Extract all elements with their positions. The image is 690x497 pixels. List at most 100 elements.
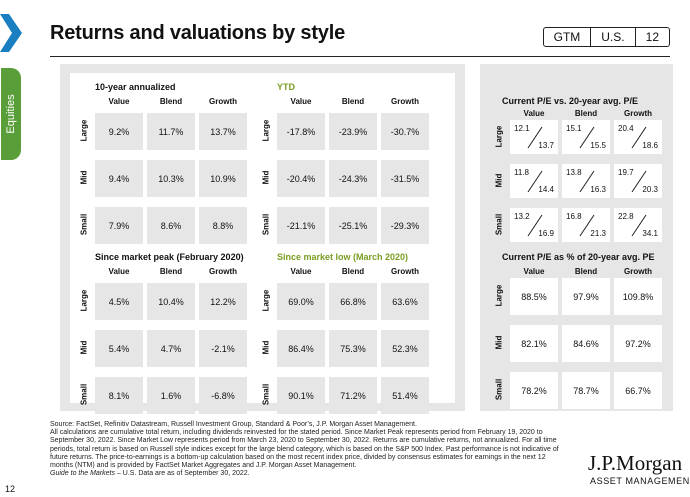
diagonal-divider-icon (631, 214, 647, 237)
row-label-small: Small (261, 213, 271, 236)
diagonal-divider-icon (527, 126, 543, 149)
pe-pct-cell-large-blend: 97.9% (562, 278, 610, 315)
column-header-value: Value (108, 97, 130, 106)
column-header-value: Value (523, 267, 545, 276)
pe-current: 19.7 (618, 168, 634, 177)
pe-pct-cell-small-blend: 78.7% (562, 372, 610, 409)
return-cell-peak-large-blend: 10.4% (147, 283, 195, 320)
footnote: Source: FactSet, Refinitiv Datastream, R… (50, 421, 562, 478)
row-label-small: Small (79, 383, 89, 406)
column-header-value: Value (290, 97, 312, 106)
section-tab-equities[interactable]: Equities (1, 68, 21, 160)
footnote-asof: Guide to the Markets – U.S. Data are as … (50, 470, 562, 478)
pe-20yr-avg: 20.3 (642, 185, 658, 194)
chevron-right-icon (0, 14, 22, 52)
pe-cell-large-value: 12.1 13.7 (510, 120, 558, 154)
header-badges: GTM U.S. 12 (542, 27, 670, 47)
pe-cell-large-blend: 15.1 15.5 (562, 120, 610, 154)
return-cell-peak-mid-value: 5.4% (95, 330, 143, 367)
pe-20yr-avg: 14.4 (538, 185, 554, 194)
return-cell-annual10-small-value: 7.9% (95, 207, 143, 244)
row-label-mid: Mid (261, 340, 271, 355)
footnote-guide: Guide to the Markets (50, 470, 115, 478)
return-cell-low-small-growth: 51.4% (381, 377, 429, 414)
pe-pct-cell-mid-growth: 97.2% (614, 325, 662, 362)
return-cell-low-large-blend: 66.8% (329, 283, 377, 320)
return-cell-peak-large-growth: 12.2% (199, 283, 247, 320)
column-header-growth: Growth (624, 109, 652, 118)
row-label-large: Large (261, 289, 271, 312)
return-cell-ytd-mid-growth: -31.5% (381, 160, 429, 197)
row-label-large: Large (261, 119, 271, 142)
return-cell-annual10-mid-blend: 10.3% (147, 160, 195, 197)
pe-pct-cell-small-value: 78.2% (510, 372, 558, 409)
pe-cell-large-growth: 20.4 18.6 (614, 120, 662, 154)
row-label-small: Small (494, 213, 504, 236)
column-header-growth: Growth (391, 267, 419, 276)
column-header-blend: Blend (159, 267, 183, 276)
row-label-mid: Mid (79, 170, 89, 185)
row-label-mid: Mid (79, 340, 89, 355)
section-title-10yr: 10-year annualized (95, 82, 176, 92)
diagonal-divider-icon (631, 126, 647, 149)
diagonal-divider-icon (579, 126, 595, 149)
asset-management-label: ASSET MANAGEMENT (590, 476, 690, 486)
return-cell-low-mid-value: 86.4% (277, 330, 325, 367)
column-header-blend: Blend (341, 267, 365, 276)
return-cell-peak-small-growth: -6.8% (199, 377, 247, 414)
return-cell-ytd-large-growth: -30.7% (381, 113, 429, 150)
return-cell-low-small-blend: 71.2% (329, 377, 377, 414)
row-label-large: Large (79, 289, 89, 312)
pe-cell-mid-value: 11.8 14.4 (510, 164, 558, 198)
pe-cell-mid-blend: 13.8 16.3 (562, 164, 610, 198)
return-cell-ytd-small-blend: -25.1% (329, 207, 377, 244)
pe-current: 13.2 (514, 212, 530, 221)
column-header-blend: Blend (574, 267, 598, 276)
badge-us: U.S. (591, 28, 636, 46)
pe-pct-cell-mid-blend: 84.6% (562, 325, 610, 362)
row-label-large: Large (494, 125, 504, 148)
pe-current: 22.8 (618, 212, 634, 221)
return-cell-peak-mid-blend: 4.7% (147, 330, 195, 367)
return-cell-annual10-large-value: 9.2% (95, 113, 143, 150)
page-number: 12 (5, 484, 16, 494)
pe-cell-small-value: 13.2 16.9 (510, 208, 558, 242)
footnote-body: All calculations are cumulative total re… (50, 429, 559, 470)
pe-current: 15.1 (566, 124, 582, 133)
column-header-growth: Growth (391, 97, 419, 106)
pe-20yr-avg: 13.7 (538, 141, 554, 150)
section-title-ytd: YTD (277, 82, 295, 92)
pe-20yr-avg: 16.3 (590, 185, 606, 194)
return-cell-low-small-value: 90.1% (277, 377, 325, 414)
column-header-blend: Blend (159, 97, 183, 106)
column-header-growth: Growth (209, 267, 237, 276)
pe-20yr-avg: 34.1 (642, 229, 658, 238)
return-cell-peak-small-blend: 1.6% (147, 377, 195, 414)
section-title-peak: Since market peak (February 2020) (95, 252, 244, 262)
return-cell-ytd-mid-value: -20.4% (277, 160, 325, 197)
row-label-large: Large (494, 284, 504, 307)
pe-cell-small-blend: 16.8 21.3 (562, 208, 610, 242)
pe-current: 12.1 (514, 124, 530, 133)
row-label-small: Small (494, 378, 504, 401)
column-header-growth: Growth (209, 97, 237, 106)
return-cell-peak-large-value: 4.5% (95, 283, 143, 320)
section-title-pe-pct: Current P/E as % of 20-year avg. PE (502, 252, 655, 262)
column-header-value: Value (290, 267, 312, 276)
footnote-source: Source: FactSet, Refinitiv Datastream, R… (50, 421, 417, 428)
diagonal-divider-icon (579, 170, 595, 193)
row-label-small: Small (261, 383, 271, 406)
pe-pct-cell-mid-value: 82.1% (510, 325, 558, 362)
pe-current: 11.8 (514, 168, 529, 177)
return-cell-ytd-small-growth: -29.3% (381, 207, 429, 244)
row-label-mid: Mid (261, 170, 271, 185)
return-cell-annual10-small-growth: 8.8% (199, 207, 247, 244)
return-cell-annual10-mid-growth: 10.9% (199, 160, 247, 197)
row-label-large: Large (79, 119, 89, 142)
pe-current: 13.8 (566, 168, 582, 177)
badge-page: 12 (645, 30, 659, 44)
header-rule (50, 56, 670, 57)
jpmorgan-logo: J.P.Morgan (588, 451, 683, 475)
return-cell-annual10-large-growth: 13.7% (199, 113, 247, 150)
return-cell-low-mid-growth: 52.3% (381, 330, 429, 367)
